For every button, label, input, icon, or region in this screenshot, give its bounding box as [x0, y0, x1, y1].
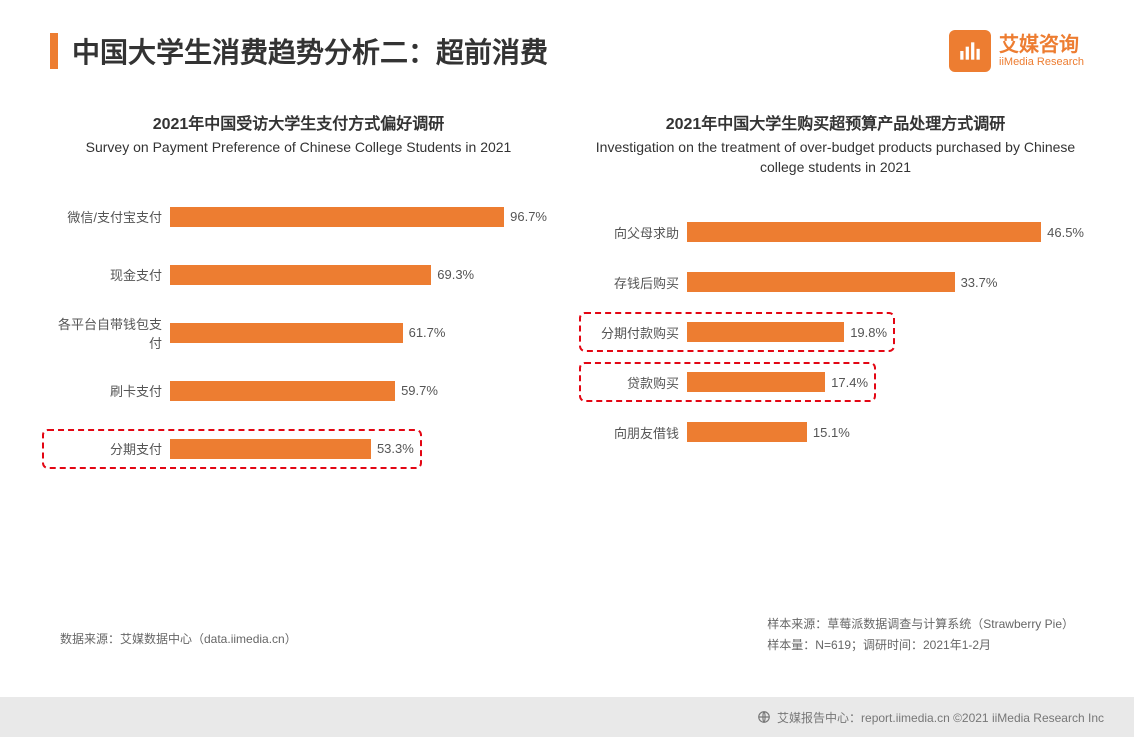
bar-row: 现金支付 69.3%	[50, 246, 547, 304]
bar-label: 微信/支付宝支付	[50, 207, 170, 226]
bar-row: 分期付款购买 19.8%	[587, 307, 1084, 357]
bar-value: 46.5%	[1047, 225, 1084, 240]
charts-container: 2021年中国受访大学生支付方式偏好调研 Survey on Payment P…	[50, 110, 1084, 478]
bar-track: 61.7%	[170, 304, 547, 362]
bar-label: 各平台自带钱包支付	[50, 314, 170, 352]
bar-label: 存钱后购买	[587, 273, 687, 292]
footer-text: 艾媒报告中心：report.iimedia.cn ©2021 iiMedia R…	[777, 709, 1104, 726]
bar-row: 刷卡支付 59.7%	[50, 362, 547, 420]
chart-title-cn: 2021年中国大学生购买超预算产品处理方式调研	[587, 110, 1084, 134]
chart-title-en: Survey on Payment Preference of Chinese …	[50, 138, 547, 158]
bar-track: 17.4%	[687, 357, 1084, 407]
chart-overbudget-treatment: 2021年中国大学生购买超预算产品处理方式调研 Investigation on…	[587, 110, 1084, 478]
data-source-left: 数据来源：艾媒数据中心（data.iimedia.cn）	[60, 630, 297, 647]
title-wrap: 中国大学生消费趋势分析二：超前消费	[50, 31, 548, 71]
bar-value: 33.7%	[961, 275, 998, 290]
bar-row: 各平台自带钱包支付 61.7%	[50, 304, 547, 362]
bar-track: 15.1%	[687, 407, 1084, 457]
header: 中国大学生消费趋势分析二：超前消费 艾媒咨询 iiMedia Research	[50, 30, 1084, 72]
bar-track: 59.7%	[170, 362, 547, 420]
chart-payment-preference: 2021年中国受访大学生支付方式偏好调研 Survey on Payment P…	[50, 110, 547, 478]
source-line: 样本量：N=619；调研时间：2021年1-2月	[767, 635, 1074, 657]
bar-fill	[170, 207, 504, 227]
bar-fill	[687, 222, 1041, 242]
bar-fill	[170, 439, 371, 459]
bar-value: 61.7%	[409, 325, 446, 340]
bar-value: 96.7%	[510, 209, 547, 224]
chart-title-en: Investigation on the treatment of over-b…	[587, 138, 1084, 177]
bar-value: 15.1%	[813, 425, 850, 440]
bar-row: 向父母求助 46.5%	[587, 207, 1084, 257]
logo-cn: 艾媒咨询	[999, 34, 1084, 56]
bar-fill	[170, 381, 395, 401]
bar-value: 53.3%	[377, 441, 414, 456]
bar-row: 分期支付 53.3%	[50, 420, 547, 478]
bar-row: 存钱后购买 33.7%	[587, 257, 1084, 307]
bar-label: 现金支付	[50, 265, 170, 284]
bar-label: 贷款购买	[587, 373, 687, 392]
bar-row: 贷款购买 17.4%	[587, 357, 1084, 407]
title-accent-bar	[50, 33, 58, 69]
bar-track: 53.3%	[170, 420, 547, 478]
chart-title-cn: 2021年中国受访大学生支付方式偏好调研	[50, 110, 547, 134]
brand-logo: 艾媒咨询 iiMedia Research	[949, 30, 1084, 72]
bar-value: 19.8%	[850, 325, 887, 340]
bar-value: 69.3%	[437, 267, 474, 282]
logo-mark-icon	[949, 30, 991, 72]
bar-value: 59.7%	[401, 383, 438, 398]
globe-icon	[757, 710, 771, 724]
bar-fill	[687, 322, 844, 342]
bar-track: 69.3%	[170, 246, 547, 304]
bar-label: 分期付款购买	[587, 323, 687, 342]
bar-row: 微信/支付宝支付 96.7%	[50, 188, 547, 246]
bar-fill	[687, 272, 955, 292]
bar-track: 19.8%	[687, 307, 1084, 357]
bar-track: 96.7%	[170, 188, 547, 246]
bar-label: 向朋友借钱	[587, 423, 687, 442]
bar-fill	[687, 372, 825, 392]
bar-value: 17.4%	[831, 375, 868, 390]
bar-label: 向父母求助	[587, 223, 687, 242]
data-source-right: 样本来源：草莓派数据调查与计算系统（Strawberry Pie） 样本量：N=…	[767, 614, 1074, 657]
footer: 艾媒报告中心：report.iimedia.cn ©2021 iiMedia R…	[0, 697, 1134, 737]
bar-group: 向父母求助 46.5% 存钱后购买 33.7% 分期付款购买 19.8% 贷款购买 17.4%…	[587, 207, 1084, 457]
logo-text: 艾媒咨询 iiMedia Research	[999, 34, 1084, 68]
bar-track: 33.7%	[687, 257, 1084, 307]
logo-en: iiMedia Research	[999, 56, 1084, 68]
source-line: 样本来源：草莓派数据调查与计算系统（Strawberry Pie）	[767, 614, 1074, 636]
page-title: 中国大学生消费趋势分析二：超前消费	[72, 31, 548, 71]
bar-row: 向朋友借钱 15.1%	[587, 407, 1084, 457]
bar-fill	[687, 422, 807, 442]
bar-group: 微信/支付宝支付 96.7% 现金支付 69.3% 各平台自带钱包支付 61.7% 刷卡支付…	[50, 188, 547, 478]
bar-label: 分期支付	[50, 439, 170, 458]
bar-fill	[170, 323, 403, 343]
bar-label: 刷卡支付	[50, 381, 170, 400]
bar-track: 46.5%	[687, 207, 1084, 257]
bar-fill	[170, 265, 431, 285]
